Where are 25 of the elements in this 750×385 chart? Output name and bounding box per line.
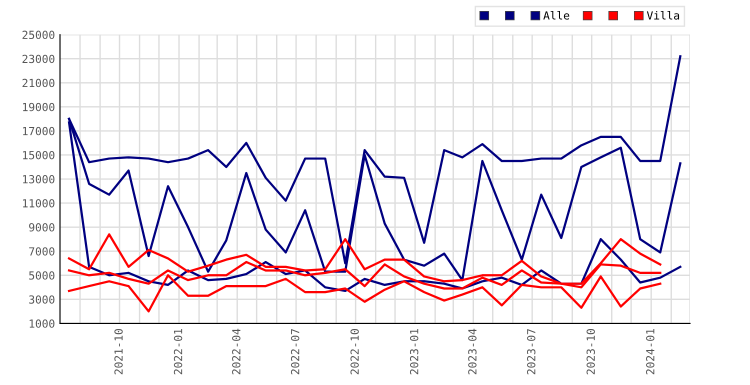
x-tick-label: 2023-04 <box>468 328 477 374</box>
y-tick-label: 19000 <box>23 102 54 112</box>
y-tick-label: 15000 <box>23 150 54 160</box>
legend-label: Villa <box>646 10 680 20</box>
x-tick-label: 2022-04 <box>232 328 240 374</box>
y-tick-label: 3000 <box>29 295 54 304</box>
x-tick-label: 2022-07 <box>290 329 300 374</box>
y-tick-label: 1000 <box>30 319 54 328</box>
x-tick-label: 2023-10 <box>586 328 595 374</box>
y-tick-label: 21000 <box>22 78 54 88</box>
x-tick-label: 2022-10 <box>350 328 359 374</box>
legend-label: Alle <box>543 10 570 20</box>
y-tick-label: 23000 <box>22 54 54 64</box>
y-tick-label: 5000 <box>29 271 54 280</box>
y-tick-label: 13000 <box>23 175 54 184</box>
y-tick-label: 17000 <box>23 126 54 136</box>
y-tick-label: 7000 <box>29 247 54 256</box>
x-tick-label: 2024-01 <box>646 329 654 374</box>
y-tick-label: 9000 <box>29 223 54 232</box>
x-tick-label: 2021-10 <box>114 328 123 374</box>
y-tick-label: 25000 <box>22 30 54 40</box>
y-tick-label: 11000 <box>23 199 54 208</box>
x-tick-label: 2023-01 <box>410 329 418 374</box>
x-tick-label: 2023-07 <box>527 329 536 374</box>
x-tick-label: 2022-01 <box>174 329 182 374</box>
